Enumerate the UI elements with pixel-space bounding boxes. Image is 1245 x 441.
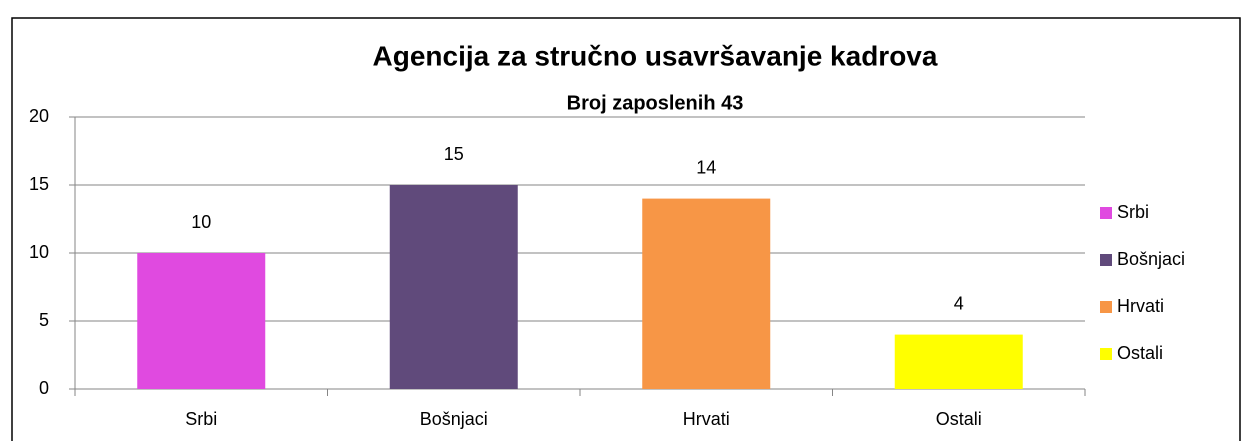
data-label: 14	[696, 157, 716, 177]
legend-swatch	[1100, 301, 1112, 313]
data-label: 10	[191, 212, 211, 232]
x-tick-label: Srbi	[185, 409, 217, 429]
chart-subtitle: Broj zaposlenih 43	[567, 92, 744, 114]
x-tick-label: Bošnjaci	[420, 409, 488, 429]
bar	[137, 253, 266, 389]
legend-label: Bošnjaci	[1117, 249, 1185, 269]
legend-swatch	[1100, 348, 1112, 360]
legend-label: Ostali	[1117, 343, 1163, 363]
chart-title: Agencija za stručno usavršavanje kadrova	[373, 40, 938, 71]
bar	[642, 198, 771, 389]
data-label: 15	[444, 144, 464, 164]
y-tick-label: 20	[29, 106, 49, 126]
x-tick-label: Hrvati	[683, 409, 730, 429]
data-label: 4	[954, 293, 964, 313]
legend-swatch	[1100, 254, 1112, 266]
y-tick-label: 10	[29, 242, 49, 262]
bar	[389, 185, 518, 389]
y-tick-label: 15	[29, 174, 49, 194]
x-tick-label: Ostali	[936, 409, 982, 429]
bar	[894, 334, 1023, 389]
y-tick-label: 5	[39, 310, 49, 330]
legend-label: Srbi	[1117, 202, 1149, 222]
legend-swatch	[1100, 207, 1112, 219]
legend-label: Hrvati	[1117, 296, 1164, 316]
y-tick-label: 0	[39, 378, 49, 398]
